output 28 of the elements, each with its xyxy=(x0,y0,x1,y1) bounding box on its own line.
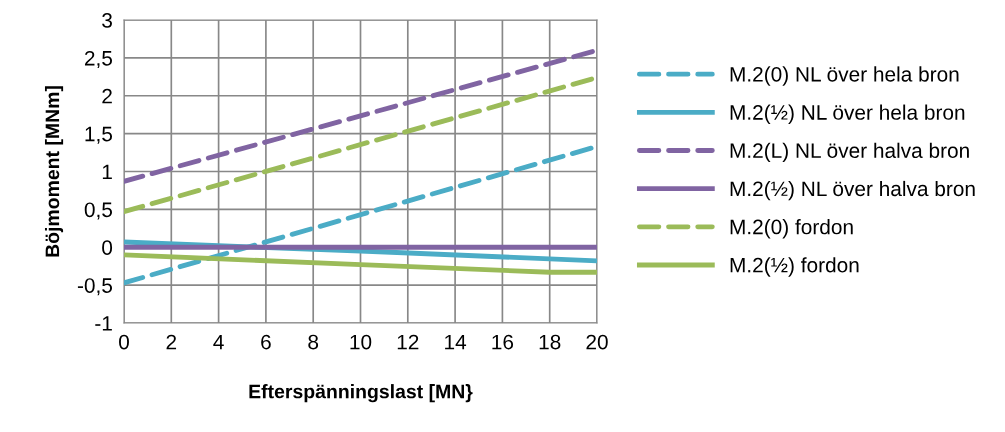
x-tick-label: 2 xyxy=(166,334,177,350)
y-tick-label: 2,5 xyxy=(84,50,113,69)
x-tick-label: 4 xyxy=(213,334,224,350)
x-tick-label: 20 xyxy=(586,334,608,350)
y-tick-label: 3 xyxy=(102,13,112,28)
x-tick-label: 14 xyxy=(445,334,467,350)
y-tick-label: 1 xyxy=(102,164,112,180)
x-tick-label: 6 xyxy=(261,334,271,350)
legend-label: M.2(0) fordon xyxy=(730,219,853,239)
legend-label: M.2(½) NL över hela bron xyxy=(730,104,965,124)
y-tick-label: 0,5 xyxy=(84,202,113,220)
x-tick-label: 18 xyxy=(539,334,561,350)
y-tick-label: 2 xyxy=(102,88,112,104)
x-tick-label: 10 xyxy=(350,334,372,350)
y-axis-title: Böjmoment [MNm] xyxy=(44,86,64,257)
x-tick-label: 12 xyxy=(397,334,419,350)
x-tick-label: 16 xyxy=(492,334,514,350)
legend-label: M.2(L) NL över halva bron xyxy=(730,142,969,163)
legend-label: M.2(0) NL över hela bron xyxy=(730,66,959,86)
y-tick-label: -1 xyxy=(95,316,112,331)
legend-label: M.2(½) fordon xyxy=(730,257,859,277)
legend-label: M.2(½) NL över halva bron xyxy=(730,180,975,201)
x-tick-label: 0 xyxy=(119,334,129,350)
x-axis-title: Efterspänningslast [MN} xyxy=(249,384,473,403)
y-tick-label: 1,5 xyxy=(85,126,113,144)
y-tick-label: 0 xyxy=(102,240,113,255)
x-tick-label: 8 xyxy=(308,334,319,350)
y-tick-label: -0,5 xyxy=(77,278,113,296)
